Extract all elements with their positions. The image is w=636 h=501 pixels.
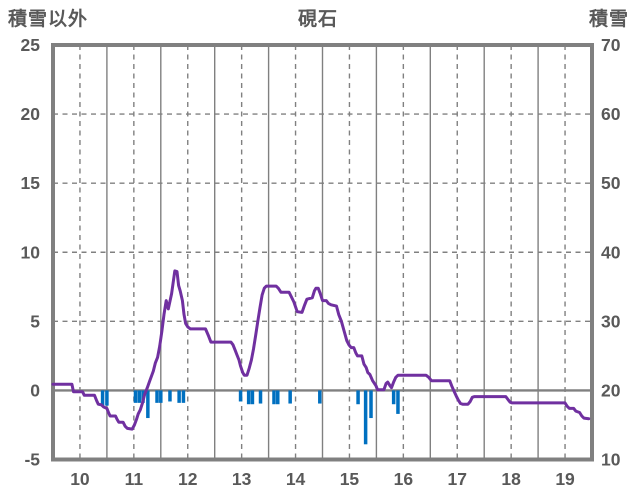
right-tick-label: 50 xyxy=(601,173,621,193)
line-series xyxy=(51,269,591,431)
bar-series xyxy=(100,390,400,445)
left-tick-label: -5 xyxy=(24,450,40,470)
x-tick-label: 12 xyxy=(178,469,198,489)
line-layer xyxy=(51,269,591,431)
right-tick-label: 30 xyxy=(601,311,621,331)
left-tick-label: 15 xyxy=(21,173,41,193)
right-tick-label: 60 xyxy=(601,104,621,124)
left-tick-label: 0 xyxy=(30,380,40,400)
x-tick-label: 11 xyxy=(125,469,144,489)
right-tick-label: 20 xyxy=(601,380,621,400)
x-tick-label: 13 xyxy=(232,469,252,489)
right-tick-label: 70 xyxy=(601,35,621,55)
x-tick-label: 15 xyxy=(340,469,360,489)
grid-layer xyxy=(53,45,592,460)
left-tick-label: 20 xyxy=(21,104,41,124)
x-tick-label: 17 xyxy=(448,469,467,489)
x-tick-label: 14 xyxy=(286,469,306,489)
left-axis-title: 積雪以外 xyxy=(8,9,89,30)
plot-frame xyxy=(51,43,594,462)
left-tick-label: 5 xyxy=(30,311,40,331)
right-axis-tick-labels: 10 20 30 40 50 60 70 xyxy=(601,35,621,470)
x-tick-label: 19 xyxy=(555,469,575,489)
right-tick-label: 40 xyxy=(601,242,621,262)
x-tick-label: 10 xyxy=(70,469,90,489)
left-tick-label: 10 xyxy=(21,242,41,262)
chart-title: 硯石 xyxy=(297,9,338,30)
x-axis-tick-labels: 10 11 12 13 14 15 16 17 18 19 xyxy=(70,469,575,489)
right-tick-label: 10 xyxy=(601,450,621,470)
left-axis-tick-labels: -5 0 5 10 15 20 25 xyxy=(21,35,41,470)
x-tick-label: 16 xyxy=(394,469,414,489)
left-tick-label: 25 xyxy=(21,35,41,55)
right-axis-title: 積雪 xyxy=(588,9,629,30)
x-tick-label: 18 xyxy=(501,469,521,489)
